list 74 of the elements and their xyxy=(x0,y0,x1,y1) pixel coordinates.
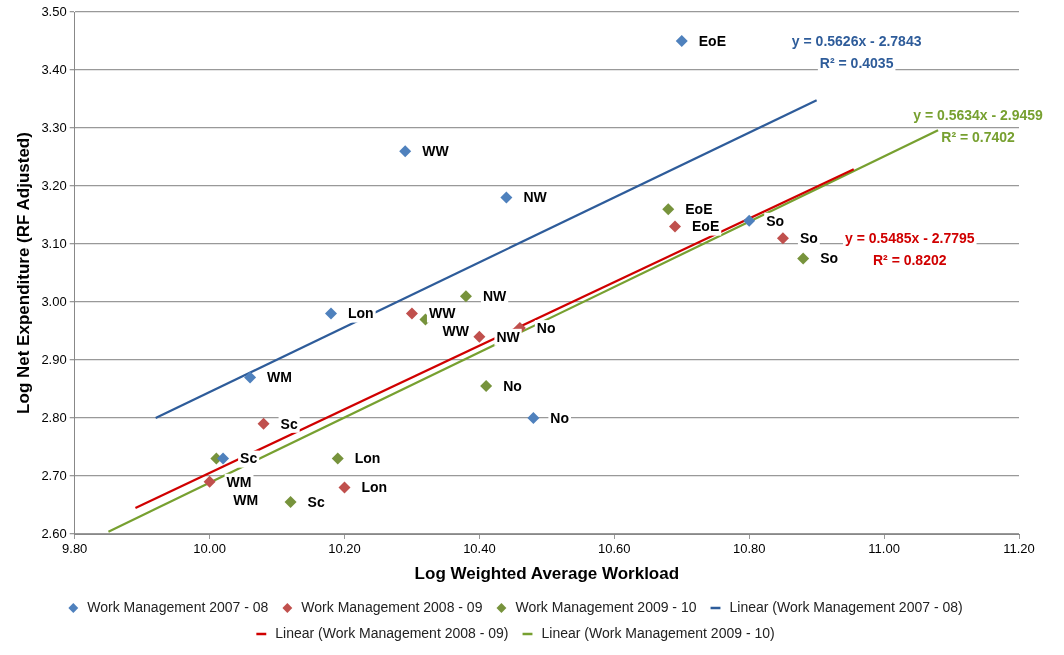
annotation: WW xyxy=(428,305,457,322)
point xyxy=(459,290,472,303)
point xyxy=(480,380,493,393)
x-axis-title: Log Weighted Average Workload xyxy=(414,564,680,584)
annotation: WM xyxy=(233,492,259,509)
point xyxy=(217,452,230,465)
y-tick-label: 3.30 xyxy=(41,119,67,135)
annotation: WW xyxy=(442,323,470,340)
annotation: No xyxy=(503,377,522,394)
x-tick-label: 11.00 xyxy=(868,541,900,557)
annotation: y = 0.5626x - 2.7843 R² = 0.4035 xyxy=(791,33,922,72)
annotation: NW xyxy=(482,288,508,305)
legend-label: Work Management 2007 - 08 xyxy=(87,598,269,615)
point xyxy=(325,307,338,320)
annotation: Lon xyxy=(354,450,381,467)
x-tick-label: 10.40 xyxy=(463,541,496,557)
legend-label: Work Management 2009 - 10 xyxy=(515,598,697,615)
annotation: NW xyxy=(496,328,521,345)
y-tick-label: 2.90 xyxy=(41,351,67,367)
y-tick-label: 3.40 xyxy=(41,61,67,77)
annotation: So xyxy=(820,250,839,267)
legend-label: Linear (Work Management 2007 - 08) xyxy=(729,598,963,615)
x-tick-label: 10.00 xyxy=(193,541,226,557)
annotation: EoE xyxy=(698,32,726,49)
y-tick-label: 3.10 xyxy=(41,235,67,251)
annotation: WM xyxy=(267,369,292,386)
x-tick-label: 9.80 xyxy=(62,541,88,557)
x-tick-label: 10.20 xyxy=(328,541,361,557)
point xyxy=(776,232,789,245)
annotation: No xyxy=(536,319,556,336)
annotation: Lon xyxy=(361,479,388,496)
annotation: WW xyxy=(422,143,450,160)
y-tick-label: 3.20 xyxy=(41,177,67,193)
y-tick-label: 2.70 xyxy=(41,467,67,483)
y-tick-label: 3.50 xyxy=(41,3,67,19)
point xyxy=(284,496,297,509)
point xyxy=(244,371,257,384)
point xyxy=(405,307,418,320)
annotation: No xyxy=(550,409,570,426)
annotation: NW xyxy=(523,189,548,206)
annotation: WM xyxy=(226,473,252,490)
legend-label: Linear (Work Management 2009 - 10) xyxy=(541,624,775,641)
legend-label: Linear (Work Management 2008 - 09) xyxy=(275,624,509,641)
annotation: Sc xyxy=(240,450,258,467)
y-tick-label: 2.60 xyxy=(41,525,67,541)
legend-label: Work Management 2008 - 09 xyxy=(301,598,483,615)
point xyxy=(669,220,682,233)
point xyxy=(338,481,351,494)
annotation: EoE xyxy=(692,218,720,235)
x-tick-label: 10.60 xyxy=(598,541,631,557)
point xyxy=(662,203,675,216)
point xyxy=(527,412,540,424)
annotation: So xyxy=(766,212,785,229)
point xyxy=(743,214,756,227)
y-tick-label: 3.00 xyxy=(41,293,67,309)
annotation: Sc xyxy=(280,415,298,432)
annotation: y = 0.5485x - 2.7795 R² = 0.8202 xyxy=(844,230,975,269)
point xyxy=(675,35,688,47)
point xyxy=(500,191,513,204)
point xyxy=(203,475,216,488)
annotation: EoE xyxy=(685,201,713,218)
annotation: Sc xyxy=(307,493,325,510)
point xyxy=(331,452,344,465)
y-tick-label: 2.80 xyxy=(41,409,67,425)
point xyxy=(473,330,486,343)
annotation: So xyxy=(799,230,818,247)
point xyxy=(797,252,810,265)
point xyxy=(257,417,270,430)
y-axis-title: Log Net Expenditure (RF Adjusted) xyxy=(13,132,33,414)
x-tick-label: 11.20 xyxy=(1003,541,1035,557)
x-tick-label: 10.80 xyxy=(732,541,766,557)
annotation: y = 0.5634x - 2.9459 R² = 0.7402 xyxy=(913,107,1044,146)
annotation: Lon xyxy=(348,305,374,322)
point xyxy=(399,145,412,158)
